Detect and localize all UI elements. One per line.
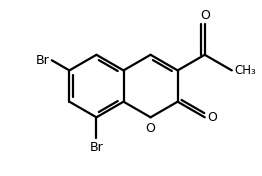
Text: O: O [200,9,210,22]
Text: O: O [146,122,156,135]
Text: O: O [208,111,217,124]
Text: Br: Br [36,54,50,67]
Text: Br: Br [90,141,103,153]
Text: CH₃: CH₃ [235,64,256,77]
